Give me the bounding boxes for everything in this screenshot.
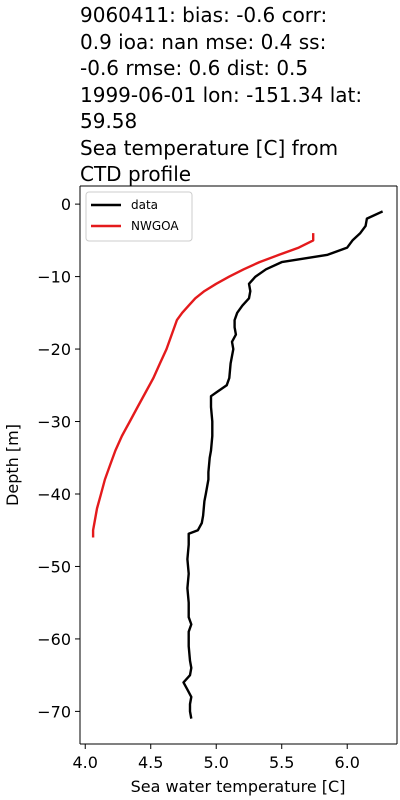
y-tick-label: −10 bbox=[37, 268, 71, 287]
y-tick-label: −30 bbox=[37, 413, 71, 432]
y-ticks: 0 −10 −20 −30 −40 −50 −60 −70 bbox=[37, 195, 80, 721]
title-line: CTD profile bbox=[80, 162, 192, 186]
y-tick-label: −60 bbox=[37, 630, 71, 649]
y-tick-label: −40 bbox=[37, 485, 71, 504]
x-axis-label: Sea water temperature [C] bbox=[131, 777, 346, 796]
x-ticks: 4.0 4.5 5.0 5.5 6.0 bbox=[73, 744, 360, 772]
y-tick-label: −20 bbox=[37, 340, 71, 359]
axes-layer bbox=[79, 185, 398, 745]
x-tick-label: 4.0 bbox=[73, 753, 98, 772]
title-line: 0.9 ioa: nan mse: 0.4 ss: bbox=[80, 29, 327, 54]
legend-label-data: data bbox=[131, 198, 158, 212]
title-line: 1999-06-01 lon: -151.34 lat: bbox=[80, 82, 363, 107]
series-layer bbox=[91, 210, 384, 719]
plot-area bbox=[80, 186, 397, 744]
x-tick-label: 5.5 bbox=[269, 753, 294, 772]
title-line: Sea temperature [C] from bbox=[80, 135, 339, 160]
title-line: 59.58 bbox=[80, 109, 138, 133]
y-tick-label: −70 bbox=[37, 702, 71, 721]
y-tick-label: −50 bbox=[37, 557, 71, 576]
chart-title: 9060411: bias: -0.6 corr: 0.9 ioa: nan m… bbox=[80, 2, 398, 188]
y-axis-label: Depth [m] bbox=[3, 424, 22, 506]
title-line: 9060411: bias: -0.6 corr: bbox=[80, 3, 328, 27]
title-line: -0.6 rmse: 0.6 dist: 0.5 bbox=[80, 56, 309, 80]
series-line-nwgoa bbox=[91, 233, 315, 538]
series-line-data bbox=[182, 210, 384, 719]
legend-label-nwgoa: NWGOA bbox=[131, 219, 179, 233]
x-tick-label: 5.0 bbox=[204, 753, 229, 772]
y-tick-label: 0 bbox=[61, 195, 71, 214]
legend: data NWGOA bbox=[85, 191, 193, 242]
x-tick-label: 6.0 bbox=[334, 753, 359, 772]
x-tick-label: 4.5 bbox=[138, 753, 163, 772]
